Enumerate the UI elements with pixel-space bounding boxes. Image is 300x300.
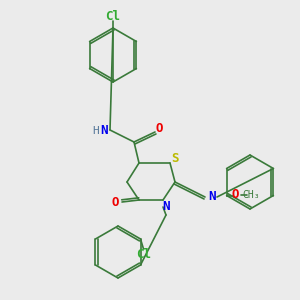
Text: O: O bbox=[155, 122, 163, 136]
Text: Cl: Cl bbox=[106, 10, 121, 22]
Text: CH₃: CH₃ bbox=[243, 190, 260, 200]
Text: O: O bbox=[232, 188, 239, 201]
Text: H: H bbox=[93, 126, 99, 136]
Text: O: O bbox=[111, 196, 119, 208]
Text: N: N bbox=[208, 190, 216, 203]
Text: N: N bbox=[100, 124, 108, 136]
Text: Cl: Cl bbox=[136, 248, 151, 262]
Text: N: N bbox=[162, 200, 170, 214]
Text: S: S bbox=[171, 152, 179, 164]
